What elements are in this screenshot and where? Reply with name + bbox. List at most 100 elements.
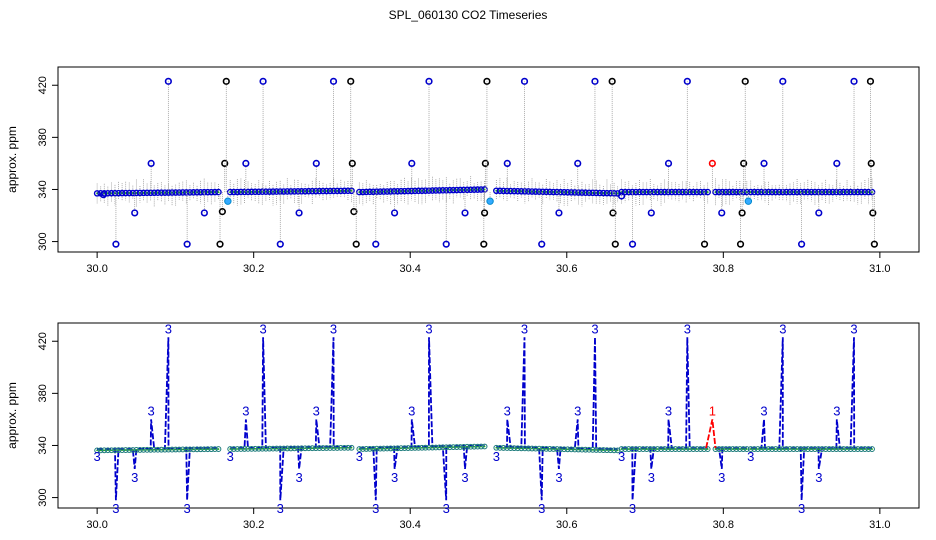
spike-point — [815, 209, 823, 217]
baseline-point-center — [386, 447, 389, 450]
baseline-point — [201, 446, 208, 453]
baseline-point-center — [322, 447, 324, 449]
baseline-point — [607, 447, 614, 454]
flag-label: 3 — [408, 403, 415, 418]
baseline-point — [865, 446, 872, 452]
baseline-point — [668, 446, 675, 452]
flag-label: 3 — [798, 501, 805, 516]
plot-frame — [57, 322, 920, 509]
baseline-point-center — [738, 448, 741, 450]
baseline-point — [851, 446, 858, 452]
spike-point — [390, 209, 399, 217]
spike-point — [555, 209, 563, 217]
baseline-point-center — [735, 448, 738, 450]
baseline-point — [429, 444, 436, 451]
baseline-point — [690, 446, 697, 452]
baseline-point-center — [616, 449, 619, 452]
baseline-point — [554, 446, 560, 452]
y-tick-label: 300 — [37, 488, 49, 506]
baseline-point — [439, 444, 446, 451]
flag-label: 1 — [709, 403, 716, 418]
baseline-point-center — [660, 448, 662, 450]
raw-point — [352, 240, 360, 248]
baseline-point — [151, 446, 158, 453]
baseline-point — [412, 445, 418, 451]
baseline-point — [665, 446, 672, 452]
flag-label: 3 — [538, 501, 545, 516]
baseline-point-center — [459, 446, 462, 448]
baseline-point-center — [706, 448, 709, 450]
baseline-point — [422, 444, 429, 451]
baseline-point-center — [403, 447, 406, 450]
baseline-point-center — [516, 447, 519, 450]
baseline-point-center — [502, 447, 505, 449]
baseline-point — [241, 446, 248, 452]
qc1-line — [705, 419, 717, 449]
baseline-point-center — [846, 448, 848, 450]
x-tick-label: 30.0 — [86, 263, 107, 275]
baseline-point-center — [434, 446, 437, 449]
baseline-point-center — [110, 449, 113, 452]
y-tick-label: 380 — [37, 128, 49, 146]
baseline-point-center — [106, 449, 109, 452]
data-point-center — [745, 191, 748, 194]
baseline-point — [432, 444, 439, 451]
baseline-point — [391, 445, 398, 452]
baseline-point-center — [304, 447, 307, 450]
baseline-point-center — [527, 447, 530, 450]
bottom-panel: 30.0 30.2 30.4 30.6 30.8 31.0 300 340 380 420 appr… — [5, 321, 920, 531]
baseline-point — [740, 446, 747, 452]
baseline-point-center — [128, 449, 131, 451]
baseline-point — [557, 446, 564, 453]
baseline-point — [861, 446, 868, 452]
spike-point — [617, 192, 626, 200]
baseline-point-center — [627, 448, 630, 450]
baseline-point-center — [824, 448, 827, 450]
baseline-point — [611, 447, 617, 454]
baseline-point-center — [135, 449, 138, 451]
data-point — [704, 188, 711, 196]
baseline-point — [309, 445, 316, 452]
flag-label: 3 — [629, 501, 636, 516]
baseline-point-center — [318, 447, 321, 450]
baseline-point-center — [725, 448, 727, 450]
spike-point — [797, 240, 806, 248]
baseline-point — [450, 444, 457, 451]
baseline-point-center — [232, 448, 235, 450]
baseline-point — [869, 446, 875, 452]
baseline-point-center — [624, 448, 627, 450]
baseline-point — [772, 446, 779, 452]
baseline-point-center — [347, 446, 349, 449]
baseline-point — [840, 446, 847, 452]
flag-label: 3 — [131, 470, 138, 485]
baseline-point — [550, 446, 557, 452]
baseline-point-center — [431, 446, 434, 449]
spike-point — [574, 159, 582, 168]
baseline-point — [589, 446, 596, 453]
baseline-point — [387, 445, 394, 452]
baseline-point-center — [236, 448, 239, 450]
flag-label: 3 — [259, 321, 266, 336]
baseline-point — [629, 446, 636, 452]
baseline-point-center — [692, 448, 695, 450]
baseline-point — [341, 444, 348, 451]
baseline-point — [747, 446, 754, 452]
baseline-point-center — [649, 448, 652, 450]
baseline-point-center — [375, 447, 378, 450]
data-point — [743, 188, 751, 196]
baseline-point — [262, 445, 269, 452]
baseline-point — [790, 446, 797, 452]
flag-label: 3 — [760, 403, 767, 418]
raw-point — [700, 240, 709, 248]
baseline-point-center — [745, 448, 748, 450]
baseline-point-center — [631, 448, 634, 450]
baseline-point — [829, 446, 836, 452]
baseline-point — [514, 445, 521, 452]
baseline-point — [694, 446, 700, 452]
flag-label: 3 — [425, 321, 432, 336]
baseline-point-center — [817, 448, 820, 450]
raw-point — [869, 209, 877, 217]
baseline-point-center — [156, 448, 159, 451]
baseline-point — [252, 445, 259, 452]
baseline-point-center — [534, 447, 537, 450]
